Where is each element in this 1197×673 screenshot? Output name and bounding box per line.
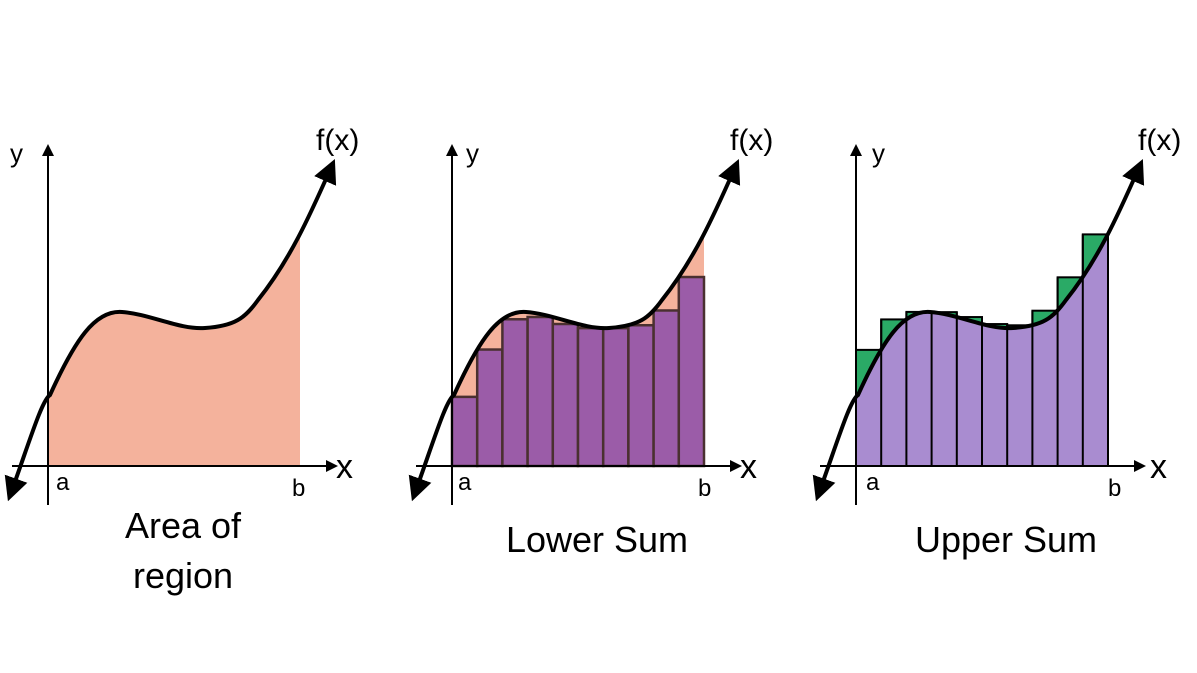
lower-rectangle — [576, 326, 605, 468]
caption-line-1: Lower Sum — [506, 519, 688, 560]
panel-area: y x a b f(x) Area of region — [4, 124, 359, 596]
caption-line-2: region — [133, 555, 233, 596]
a-label: a — [866, 469, 880, 496]
caption-line-1: Area of — [125, 505, 242, 546]
x-axis-label: x — [336, 448, 353, 486]
b-label: b — [1108, 475, 1121, 502]
y-axis-label: y — [872, 138, 885, 168]
lower-rectangle — [475, 348, 504, 468]
function-label: f(x) — [1138, 124, 1181, 157]
function-label: f(x) — [316, 124, 359, 157]
lower-rectangle — [652, 309, 681, 468]
function-curve — [408, 159, 741, 502]
x-axis-label: x — [1150, 448, 1167, 486]
lower-rectangle — [501, 318, 529, 468]
caption-line-1: Upper Sum — [915, 519, 1097, 560]
b-label: b — [292, 475, 305, 502]
lower-rectangle — [677, 275, 706, 468]
a-label: a — [56, 469, 70, 496]
function-curve — [4, 159, 337, 502]
upper-rectangles — [855, 233, 1109, 467]
a-label: a — [458, 469, 472, 496]
lower-rectangle — [526, 315, 555, 468]
y-axis-label: y — [466, 138, 479, 168]
x-axis-label: x — [740, 448, 757, 486]
panel-lower-sum: y x a b f(x) Lower Sum — [408, 124, 773, 560]
y-axis-label: y — [10, 138, 23, 168]
lower-rectangle — [450, 395, 479, 468]
lower-rectangle — [627, 323, 655, 468]
lower-rectangle — [551, 322, 580, 468]
function-label: f(x) — [730, 124, 773, 157]
b-label: b — [698, 475, 711, 502]
lower-rectangle — [601, 326, 630, 468]
function-curve — [812, 159, 1145, 502]
panel-upper-sum: y x a b f(x) Upper Sum — [812, 124, 1181, 560]
area-fill — [48, 234, 300, 466]
